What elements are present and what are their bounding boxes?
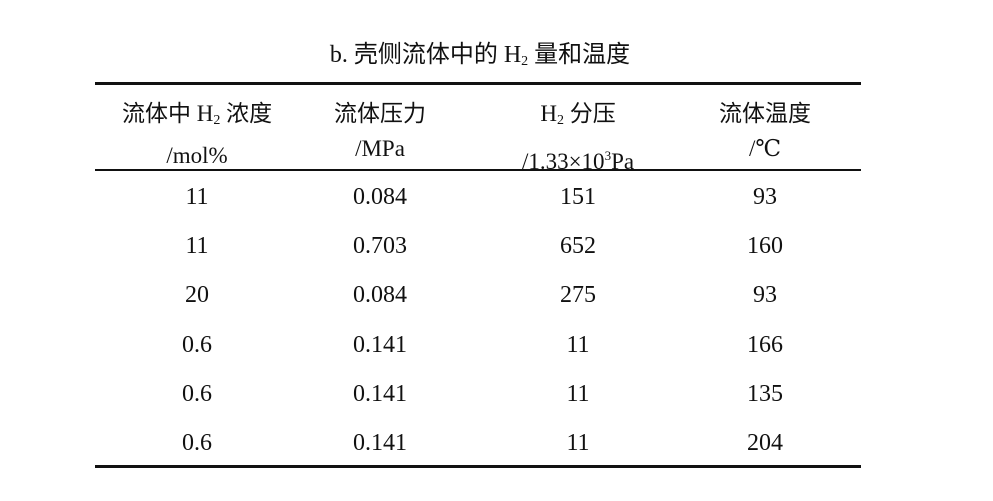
table-cell: 11 [185,184,209,210]
table-cell: 11 [185,233,209,260]
table-cell: 11 [566,380,590,407]
table-cell: 135 [747,380,783,407]
header-h2-partial-pressure: H2 分压 /1.33×103Pa [521,101,635,174]
table-cell: 93 [753,184,777,210]
table-cell: 275 [560,282,596,309]
table-cell: 652 [560,233,596,260]
table-cell: 20 [185,282,209,309]
table-cell: 0.703 [353,233,407,260]
table-cell: 151 [560,184,596,210]
header-fluid-temperature: 流体温度 /℃ [719,101,811,161]
header-fluid-pressure: 流体压力 /MPa [334,101,426,161]
table-cell: 11 [566,430,590,456]
table-cell: 0.6 [182,380,212,407]
table-cell: 160 [747,233,783,260]
table-cell: 0.6 [182,331,212,358]
table-cell: 0.141 [353,331,407,358]
header-h2-concentration: 流体中 H2 浓度 /mol% [121,101,273,168]
table-title: b. 壳侧流体中的 H2 量和温度 [329,42,631,69]
table-cell: 0.141 [353,430,407,456]
header-rule [95,169,861,171]
table-cell: 204 [747,430,783,456]
table-cell: 93 [753,282,777,309]
table-cell: 0.084 [353,184,407,210]
table-cell: 0.084 [353,282,407,309]
table-cell: 11 [566,331,590,358]
table-cell: 0.141 [353,380,407,407]
bottom-rule [95,465,861,468]
table-cell: 0.6 [182,430,212,456]
top-rule [95,82,861,85]
table-cell: 166 [747,331,783,358]
